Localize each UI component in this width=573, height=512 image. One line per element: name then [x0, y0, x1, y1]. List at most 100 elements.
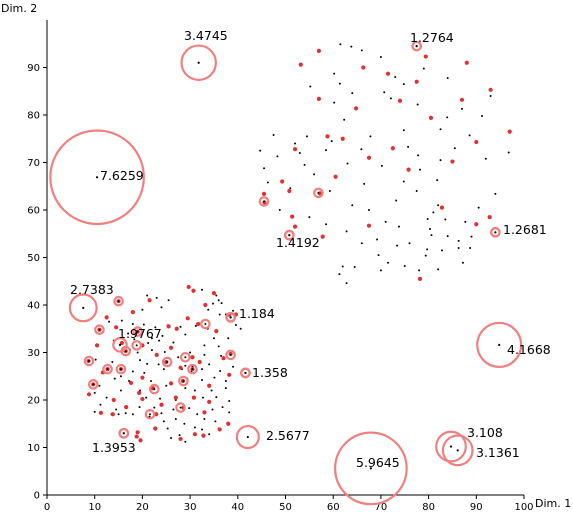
black-data-point	[188, 407, 191, 410]
red-data-point	[140, 375, 145, 380]
red-data-point	[130, 310, 135, 315]
red-data-point	[316, 48, 321, 53]
red-data-point	[98, 410, 104, 415]
red-data-point	[154, 352, 159, 357]
black-data-point	[426, 218, 429, 221]
red-data-point	[186, 284, 191, 290]
black-data-point	[338, 273, 341, 276]
annotation-center-point	[288, 234, 291, 237]
black-data-point	[193, 389, 196, 392]
black-data-point	[127, 332, 130, 335]
black-data-point	[330, 140, 333, 143]
black-data-point	[189, 351, 192, 354]
black-data-point	[384, 220, 387, 223]
black-data-point	[147, 342, 150, 344]
black-data-point	[369, 135, 372, 138]
red-data-point	[173, 395, 178, 400]
red-data-point	[217, 427, 222, 432]
black-data-point	[211, 302, 214, 305]
black-data-point	[105, 396, 108, 399]
annotation-label: 1.184	[239, 306, 275, 321]
black-data-point	[138, 406, 141, 409]
annotation-label: 1.2681	[503, 222, 547, 237]
x-tick-label: 100	[514, 502, 533, 512]
y-tick-label: 80	[27, 111, 40, 122]
black-data-point	[407, 145, 410, 148]
y-tick-label: 0	[34, 491, 40, 502]
x-tick-label: 90	[470, 502, 483, 512]
black-data-point	[317, 191, 320, 194]
red-data-point	[86, 392, 92, 397]
black-data-point	[160, 306, 163, 309]
black-data-point	[305, 135, 308, 138]
red-data-point	[124, 405, 129, 410]
black-data-point	[213, 376, 216, 379]
black-data-point	[174, 418, 177, 420]
black-data-point	[204, 323, 207, 325]
red-data-point	[190, 355, 195, 360]
highlight-ring	[178, 375, 189, 387]
red-data-point	[406, 167, 411, 172]
black-data-point	[99, 403, 102, 406]
black-data-point	[403, 265, 406, 268]
black-data-point	[179, 406, 182, 409]
black-data-point	[440, 249, 443, 252]
annotation-center-point	[229, 316, 232, 319]
red-data-point	[280, 179, 285, 184]
red-data-point	[292, 147, 298, 152]
red-data-point	[333, 174, 338, 179]
black-data-point	[142, 323, 145, 326]
red-data-point	[197, 359, 202, 365]
black-data-point	[360, 148, 363, 151]
annotation-center-point	[95, 176, 99, 179]
black-data-point	[494, 192, 497, 195]
x-tick-label: 60	[327, 502, 340, 512]
black-data-point	[298, 152, 301, 154]
black-data-point	[457, 247, 460, 249]
black-data-point	[201, 368, 204, 371]
black-data-point	[172, 408, 175, 411]
y-tick-label: 30	[27, 348, 40, 359]
red-data-point	[292, 224, 298, 229]
annotation-center-point	[82, 306, 85, 309]
black-data-point	[154, 326, 157, 329]
red-data-point	[340, 136, 345, 141]
black-data-point	[94, 358, 97, 361]
highlight-ring	[313, 187, 324, 199]
red-data-point	[366, 155, 372, 160]
annotation-center-point	[118, 343, 122, 346]
red-data-point	[136, 390, 142, 395]
axes	[46, 20, 524, 496]
annotation-center-point	[415, 45, 418, 48]
annotation-center-point	[122, 432, 125, 435]
black-data-point	[218, 313, 221, 316]
black-data-point	[217, 345, 220, 348]
black-data-point	[119, 389, 122, 392]
red-data-point	[227, 372, 232, 377]
red-data-point	[135, 430, 140, 435]
black-data-point	[131, 370, 134, 373]
red-data-point	[417, 276, 423, 281]
red-data-point	[174, 326, 179, 331]
black-data-point	[148, 415, 151, 418]
black-data-point	[221, 406, 224, 409]
black-data-point	[203, 418, 206, 420]
highlight-ring	[131, 340, 142, 351]
data-points	[83, 40, 512, 443]
black-data-point	[136, 330, 139, 333]
red-data-point	[316, 96, 321, 101]
black-data-point	[182, 380, 185, 382]
black-data-point	[418, 269, 421, 272]
black-data-point	[464, 220, 467, 223]
red-data-point	[138, 438, 143, 443]
black-data-point	[184, 387, 187, 390]
black-data-point	[446, 116, 449, 119]
annotation-label: 1.3953	[92, 440, 136, 455]
red-data-point	[140, 396, 145, 402]
black-data-point	[150, 337, 153, 340]
annotation-center-point	[246, 435, 249, 439]
black-data-point	[172, 341, 175, 344]
x-tick-label: 30	[184, 502, 197, 512]
black-data-point	[481, 114, 484, 117]
